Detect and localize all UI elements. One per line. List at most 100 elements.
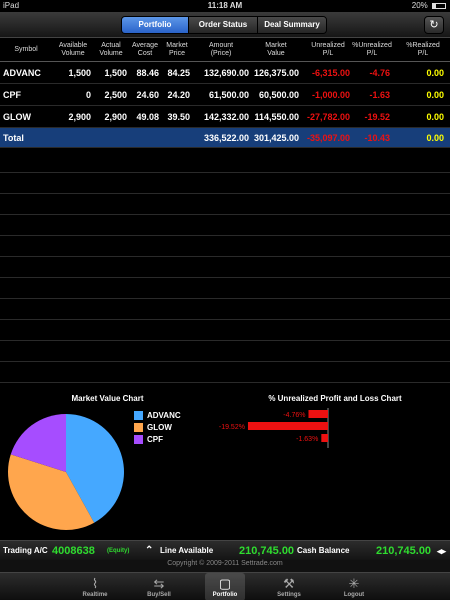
wrench-icon: ⚒ [283, 576, 295, 591]
empty-table-row [0, 152, 450, 173]
empty-table-row [0, 362, 450, 383]
cell-pct-realized-pl: 0.00 [426, 67, 444, 78]
chevron-up-icon[interactable]: ⌃ [145, 545, 154, 556]
legend-item: CPF [134, 433, 181, 445]
cell-symbol: CPF [3, 89, 21, 100]
header-symbol: Symbol [14, 45, 38, 53]
cell-market-value: 60,500.00 [258, 89, 299, 100]
line-available-label: Line Available [160, 546, 214, 555]
segmented-tabs: Portfolio Order Status Deal Summary [121, 16, 327, 34]
table-row[interactable]: ADVANC 1,500 1,500 88.46 84.25 132,690.0… [0, 62, 450, 84]
nav-bar: Portfolio Order Status Deal Summary ↻ [0, 12, 450, 38]
empty-table-row [0, 194, 450, 215]
bar-cpf [321, 434, 328, 442]
empty-table-row [0, 173, 450, 194]
tab-portfolio[interactable]: Portfolio [122, 17, 189, 33]
pie-slice-glow [8, 454, 95, 530]
tab-label: Buy/Sell [147, 592, 171, 598]
tab-deal-summary[interactable]: Deal Summary [258, 17, 326, 33]
pie-legend: ADVANC GLOW CPF [134, 409, 181, 445]
cell-average-cost: 24.60 [136, 89, 159, 100]
account-type: (Equity) [107, 548, 130, 554]
cell-pct-unrealized-pl: -19.52 [364, 111, 390, 122]
total-market-value: 301,425.00 [253, 132, 299, 143]
pl-bar-chart: -4.76% -19.52% -1.63% [219, 408, 329, 448]
total-unrealized-pl: -35,097.00 [306, 132, 350, 143]
header-average-cost: Average Cost [132, 41, 158, 57]
empty-table-row [0, 320, 450, 341]
legend-swatch [134, 422, 143, 432]
legend-label: GLOW [147, 422, 172, 432]
cell-unrealized-pl: -27,782.00 [306, 111, 350, 122]
tab-label: Portfolio [212, 592, 238, 598]
empty-table-row [0, 257, 450, 278]
bar-glow [247, 422, 328, 430]
tab-realtime[interactable]: ⌇ Realtime [75, 573, 115, 600]
cell-market-value: 126,375.00 [253, 67, 299, 78]
pl-chart-title: % Unrealized Profit and Loss Chart [268, 394, 402, 403]
legend-item: ADVANC [134, 409, 181, 421]
cell-symbol: GLOW [3, 111, 31, 122]
account-number: 4008638 [52, 545, 95, 557]
cell-amount-price: 61,500.00 [208, 89, 249, 100]
table-row[interactable]: GLOW 2,900 2,900 49.08 39.50 142,332.00 … [0, 106, 450, 128]
cash-balance-value: 210,745.00 [376, 545, 432, 557]
cell-actual-volume: 2,500 [104, 89, 127, 100]
battery-percent: 20% [411, 1, 428, 10]
empty-table-row [0, 236, 450, 257]
header-pct-realized-pl: %Realized P/L [406, 41, 440, 57]
header-pct-unrealized-pl: %Unrealized P/L [352, 41, 392, 57]
cell-actual-volume: 2,900 [104, 111, 127, 122]
bar-label: -19.52% [219, 424, 245, 431]
cell-average-cost: 88.46 [136, 67, 159, 78]
header-amount-price: Amount (Price) [208, 41, 234, 57]
cell-available-volume: 2,900 [68, 111, 91, 122]
total-label: Total [3, 132, 24, 143]
tab-label: Realtime [82, 592, 108, 598]
total-amount-price: 336,522.00 [203, 132, 249, 143]
cell-average-cost: 49.08 [136, 111, 159, 122]
charts-area: Market Value Chart ADVANC GLOW CPF % Unr… [0, 388, 450, 538]
table-row[interactable]: CPF 0 2,500 24.60 24.20 61,500.00 60,500… [0, 84, 450, 106]
tab-buy-sell[interactable]: ⇆ Buy/Sell [139, 573, 179, 600]
legend-item: GLOW [134, 421, 181, 433]
header-market-price: Market Price [166, 41, 188, 57]
logout-icon: ✳ [348, 576, 360, 591]
battery-icon [432, 2, 446, 9]
folder-icon: ▢ [218, 576, 232, 591]
cell-unrealized-pl: -1,000.00 [311, 89, 350, 100]
cell-actual-volume: 1,500 [104, 67, 127, 78]
table-header: Symbol Available Volume Actual Volume Aver… [0, 38, 450, 62]
trading-account-label: Trading A/C [3, 546, 48, 555]
empty-table-row [0, 341, 450, 362]
battery-status: 20% [412, 1, 446, 10]
tab-label: Logout [343, 592, 365, 598]
bar-label: -4.76% [283, 412, 305, 419]
refresh-button[interactable]: ↻ [424, 16, 444, 34]
cell-pct-realized-pl: 0.00 [426, 111, 444, 122]
total-pct-unrealized-pl: -10.43 [364, 132, 390, 143]
tab-logout[interactable]: ✳ Logout [334, 573, 374, 600]
cash-balance-label: Cash Balance [297, 546, 350, 555]
tab-settings[interactable]: ⚒ Settings [269, 573, 309, 600]
legend-label: ADVANC [147, 410, 181, 420]
pie-slice-advanc [66, 414, 124, 523]
bar-advanc [308, 410, 328, 418]
cell-market-price: 84.25 [167, 67, 190, 78]
cell-market-price: 24.20 [167, 89, 190, 100]
bar-label: -1.63% [296, 436, 318, 443]
cell-market-value: 114,550.00 [254, 111, 299, 122]
legend-swatch [134, 434, 143, 444]
copyright: Copyright © 2009-2011 Settrade.com [0, 560, 450, 572]
tab-order-status[interactable]: Order Status [189, 17, 258, 33]
cell-available-volume: 0 [85, 89, 91, 100]
tab-portfolio-nav[interactable]: ▢ Portfolio [205, 573, 245, 600]
cell-pct-unrealized-pl: -1.63 [369, 89, 390, 100]
buy-sell-icon: ⇆ [153, 576, 165, 591]
cell-available-volume: 1,500 [68, 67, 91, 78]
scroll-arrows-icon[interactable]: ◂▸ [437, 546, 447, 556]
cell-amount-price: 142,332.00 [203, 111, 249, 122]
header-available-volume: Available Volume [58, 41, 88, 57]
cell-pct-unrealized-pl: -4.76 [369, 67, 390, 78]
header-unrealized-pl: Unrealized P/L [311, 41, 345, 57]
